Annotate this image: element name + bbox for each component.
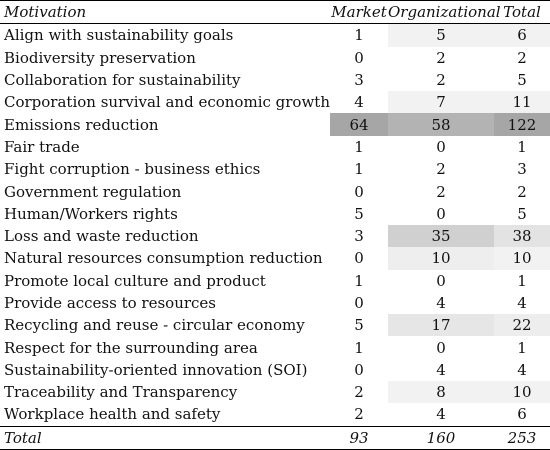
organizational-cell: 4 [388,358,494,382]
market-cell: 5 [330,202,388,225]
total-cell: 2 [494,180,550,203]
motivation-cell: Respect for the surrounding area [4,338,258,357]
table-row: Respect for the surrounding area 1 0 1 [0,336,550,359]
motivation-cell: Sustainability-oriented innovation (SOI) [4,360,308,379]
motivation-cell: Fight corruption - business ethics [4,160,261,179]
market-cell: 5 [330,314,388,337]
total-cell: 122 [494,113,550,136]
market-cell: 3 [330,68,388,92]
header-motivation: Motivation [0,0,330,25]
total-cell: 11 [494,91,550,114]
organizational-cell: 10 [388,247,494,270]
table-row: Sustainability-oriented innovation (SOI)… [0,358,550,382]
table-row: Fight corruption - business ethics 1 2 3 [0,158,550,181]
motivation-cell: Government regulation [4,182,182,201]
market-cell: 0 [330,247,388,270]
organizational-cell: 0 [388,202,494,225]
market-cell: 2 [330,403,388,427]
motivation-cell: Biodiversity preservation [4,48,196,67]
table-row: Human/Workers rights 5 0 5 [0,202,550,225]
motivation-cell: Provide access to resources [4,294,217,312]
total-cell: 3 [494,158,550,181]
market-cell: 1 [330,158,388,181]
market-cell: 1 [330,336,388,359]
market-cell: 0 [330,358,388,382]
total-cell: 5 [494,202,550,225]
organizational-cell: 0 [388,135,494,159]
total-cell: 1 [494,269,550,292]
total-cell: 10 [494,247,550,270]
organizational-cell: 2 [388,68,494,92]
motivation-cell: Recycling and reuse - circular economy [4,316,305,335]
organizational-cell: 17 [388,314,494,337]
table-row: Emissions reduction 64 58 122 [0,113,550,136]
market-cell: 4 [330,91,388,114]
organizational-cell: 0 [388,336,494,359]
table-row: Loss and waste reduction 3 35 38 [0,224,550,248]
total-cell: 4 [494,358,550,382]
total-cell: 2 [494,46,550,69]
motivation-cell: Fair trade [4,137,80,156]
organizational-cell: 8 [388,381,494,404]
organizational-cell: 2 [388,158,494,181]
organizational-cell: 0 [388,269,494,292]
total-cell: 10 [494,381,550,404]
total-cell: 1 [494,336,550,359]
table-body: Align with sustainability goals 1 5 6 Biodiv… [0,23,550,427]
market-cell: 64 [330,113,388,136]
motivation-cell: Emissions reduction [4,115,159,134]
organizational-cell: 5 [388,23,494,47]
market-cell: 1 [330,269,388,292]
organizational-cell: 2 [388,46,494,69]
market-cell: 1 [330,135,388,159]
table-row: Natural resources consumption reduction 0… [0,247,550,270]
table-row: Workplace health and safety 2 4 6 [0,403,550,427]
organizational-cell: 4 [388,403,494,427]
market-cell: 1 [330,23,388,47]
total-cell: 6 [494,23,550,47]
header-row: Motivation Market Organizational Total [0,0,550,25]
table-row: Government regulation 0 2 2 [0,180,550,203]
organizational-cell: 35 [388,224,494,248]
table-row: Align with sustainability goals 1 5 6 [0,23,550,47]
organizational-cell: 58 [388,113,494,136]
total-cell: 4 [494,291,550,315]
market-cell: 0 [330,46,388,69]
table-row: Provide access to resources 0 4 4 [0,291,550,315]
motivation-cell: Align with sustainability goals [4,26,234,45]
motivation-cell: Corporation survival and economic growth [4,93,330,112]
total-cell: 38 [494,224,550,248]
total-cell: 6 [494,403,550,427]
table-row: Biodiversity preservation 0 2 2 [0,46,550,69]
total-cell: 5 [494,68,550,92]
table-row: Collaboration for sustainability 3 2 5 [0,68,550,92]
total-cell: 1 [494,135,550,159]
header-market: Market [330,0,388,25]
table-row: Corporation survival and economic growth… [0,91,550,114]
table-row: Promote local culture and product 1 0 1 [0,269,550,292]
motivation-cell: Loss and waste reduction [4,227,199,246]
organizational-cell: 7 [388,91,494,114]
motivation-cell: Promote local culture and product [4,271,266,290]
motivation-cell: Workplace health and safety [4,405,221,424]
market-cell: 0 [330,291,388,315]
motivation-cell: Natural resources consumption reduction [4,249,323,268]
market-cell: 2 [330,381,388,404]
table-row: Traceability and Transparency 2 8 10 [0,381,550,404]
motivation-cell: Collaboration for sustainability [4,71,241,90]
total-cell: 22 [494,314,550,337]
motivation-cell: Traceability and Transparency [4,383,238,402]
header-organizational: Organizational [388,0,501,25]
organizational-cell: 2 [388,180,494,203]
table-row: Recycling and reuse - circular economy 5 1… [0,314,550,337]
header-total: Total [494,0,550,25]
organizational-cell: 4 [388,291,494,315]
market-cell: 3 [330,224,388,248]
market-cell: 0 [330,180,388,203]
motivation-cell: Human/Workers rights [4,204,178,223]
table-row: Fair trade 1 0 1 [0,135,550,159]
